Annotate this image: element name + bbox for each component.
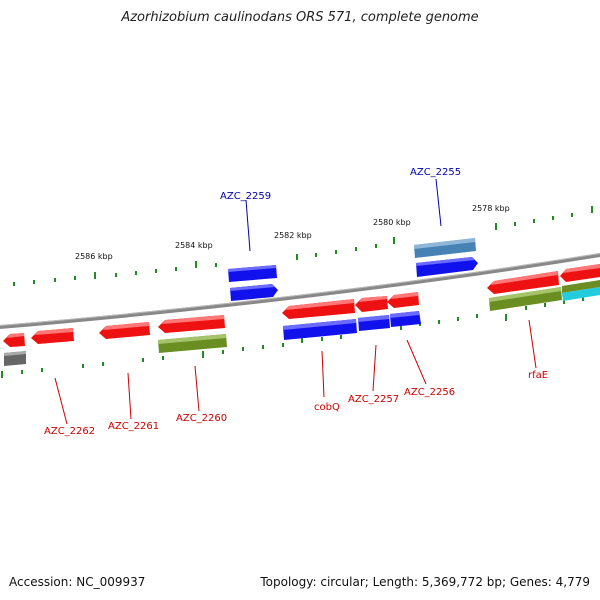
outer-tick-marks [13,206,593,286]
gene-feature[interactable] [4,351,26,366]
gene-label-cobq[interactable]: cobQ [314,402,340,413]
gene-feature[interactable] [414,238,476,258]
gene-feature[interactable] [3,333,25,347]
gene-feature[interactable] [487,271,559,294]
tick-label-2582: 2582 kbp [274,231,312,240]
page-title: Azorhizobium caulinodans ORS 571, comple… [121,10,479,25]
tick-label-2584: 2584 kbp [175,241,213,250]
genome-backbone [0,253,600,329]
gene-feature[interactable] [230,284,278,301]
gene-label-azc2261[interactable]: AZC_2261 [108,421,159,432]
gene-label-azc2260[interactable]: AZC_2260 [176,413,227,424]
gene-label-rfae[interactable]: rfaE [528,370,548,381]
label-connectors [54,178,537,425]
tick-label-2580: 2580 kbp [373,218,411,227]
gene-label-azc2262[interactable]: AZC_2262 [44,426,95,437]
gene-feature[interactable] [562,280,600,301]
gene-label-azc2257[interactable]: AZC_2257 [348,394,399,405]
tick-label-2578: 2578 kbp [472,204,510,213]
gene-feature[interactable] [99,322,150,339]
gene-feature[interactable] [158,315,225,333]
gene-feature[interactable] [358,315,390,331]
gene-feature[interactable] [228,265,277,282]
gene-label-azc2255[interactable]: AZC_2255 [410,167,461,178]
gene-label-azc2256[interactable]: AZC_2256 [404,387,455,398]
gene-feature[interactable] [489,287,562,311]
gene-feature[interactable] [390,311,421,327]
tick-label-2586: 2586 kbp [75,252,113,261]
gene-feature[interactable] [158,334,227,353]
gene-feature[interactable] [560,264,600,282]
gene-feature[interactable] [387,292,419,308]
accession-text: Accession: NC_009937 [9,575,146,589]
gene-feature[interactable] [416,257,478,277]
gene-feature[interactable] [31,328,74,344]
gene-feature[interactable] [282,299,355,319]
gene-feature[interactable] [283,319,357,340]
gene-label-azc2259[interactable]: AZC_2259 [220,191,271,202]
genome-summary-text: Topology: circular; Length: 5,369,772 bp… [260,575,590,589]
gene-feature[interactable] [355,296,388,312]
